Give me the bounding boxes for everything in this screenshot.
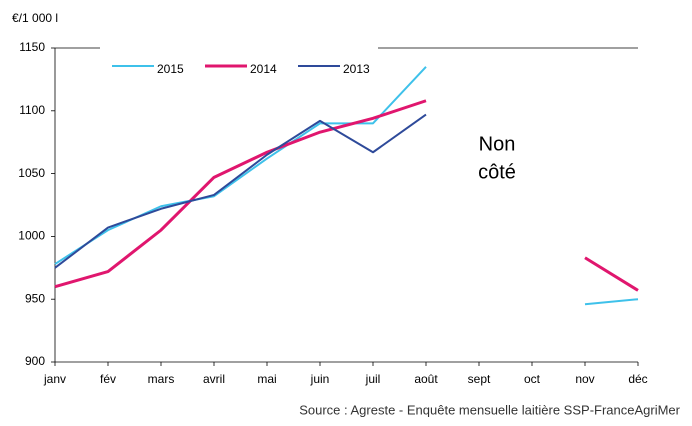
y-tick-label: 1050 [18,166,45,180]
annotation: côté [478,161,516,183]
x-tick-label: mars [148,372,175,386]
y-tick-label: 1150 [19,40,45,54]
legend-label: 2015 [157,62,184,76]
x-tick-label: déc [628,372,647,386]
y-tick-label: 900 [25,354,45,368]
legend-label: 2013 [343,62,370,76]
series-line [54,99,639,292]
annotation: Non [479,133,516,155]
series-line [54,113,427,269]
x-tick-label: oct [524,372,541,386]
x-tick-label: juin [310,372,330,386]
x-tick-label: nov [575,372,594,386]
x-tick-label: fév [100,372,116,386]
x-tick-label: avril [203,372,225,386]
y-tick-label: 950 [25,291,45,305]
x-tick-label: août [414,372,438,386]
series-line [54,66,639,306]
x-tick-label: mai [257,372,276,386]
y-tick-label: 1000 [18,229,45,243]
y-axis-label: €/1 000 l [12,11,58,25]
x-tick-label: juil [365,372,381,386]
legend-label: 2014 [250,62,277,76]
x-tick-label: janv [43,372,66,386]
x-tick-label: sept [468,372,491,386]
legend-background [100,44,378,52]
y-tick-label: 1100 [19,103,45,117]
source: Source : Agreste - Enquête mensuelle lai… [299,402,680,417]
